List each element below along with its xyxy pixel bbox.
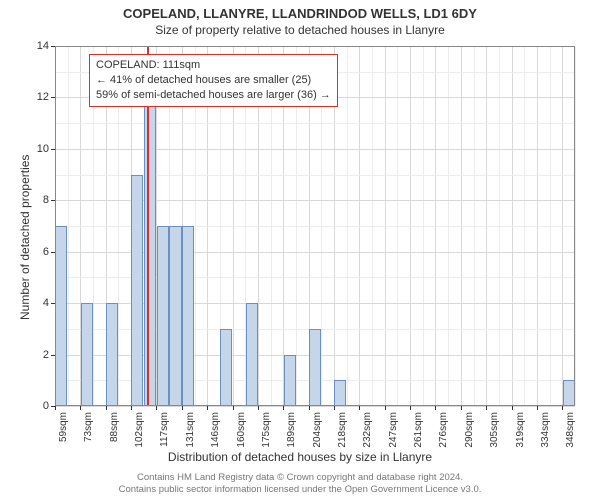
x-tick-label: 334sqm: [540, 412, 551, 448]
bar: [246, 303, 258, 406]
x-tick-label: 261sqm: [413, 412, 424, 448]
x-tick-label: 73sqm: [83, 412, 94, 442]
x-tick-mark: [55, 406, 56, 410]
x-tick-label: 146sqm: [210, 412, 221, 448]
x-tick-mark: [233, 406, 234, 410]
x-tick-mark: [537, 406, 538, 410]
grid-hline: [55, 406, 575, 407]
bar: [182, 226, 194, 406]
x-tick-label: 305sqm: [489, 412, 500, 448]
x-tick-mark: [359, 406, 360, 410]
x-tick-label: 59sqm: [58, 412, 69, 442]
bar: [144, 97, 156, 406]
info-line-3: 59% of semi-detached houses are larger (…: [96, 88, 331, 103]
x-tick-label: 160sqm: [236, 412, 247, 448]
x-tick-label: 88sqm: [109, 412, 120, 442]
bar: [220, 329, 232, 406]
bar: [334, 380, 346, 406]
x-tick-mark: [512, 406, 513, 410]
y-tick-mark: [51, 200, 55, 201]
bar: [309, 329, 321, 406]
x-tick-mark: [283, 406, 284, 410]
x-tick-mark: [131, 406, 132, 410]
x-tick-mark: [106, 406, 107, 410]
x-tick-label: 131sqm: [185, 412, 196, 448]
x-tick-mark: [410, 406, 411, 410]
x-tick-mark: [207, 406, 208, 410]
info-line-1: COPELAND: 111sqm: [96, 58, 331, 73]
x-tick-label: 319sqm: [515, 412, 526, 448]
x-tick-label: 276sqm: [438, 412, 449, 448]
info-line-2: ← 41% of detached houses are smaller (25…: [96, 73, 331, 88]
x-tick-mark: [385, 406, 386, 410]
y-tick-mark: [51, 303, 55, 304]
x-tick-label: 232sqm: [362, 412, 373, 448]
y-tick-mark: [51, 149, 55, 150]
x-tick-mark: [182, 406, 183, 410]
x-tick-mark: [156, 406, 157, 410]
info-box: COPELAND: 111sqm ← 41% of detached house…: [89, 54, 338, 107]
x-tick-label: 290sqm: [464, 412, 475, 448]
x-tick-label: 102sqm: [134, 412, 145, 448]
x-tick-label: 247sqm: [388, 412, 399, 448]
x-tick-mark: [334, 406, 335, 410]
bar: [284, 355, 296, 406]
bar: [55, 226, 67, 406]
bar: [131, 175, 143, 406]
footer: Contains HM Land Registry data © Crown c…: [0, 472, 600, 496]
footer-line-2: Contains public sector information licen…: [0, 484, 600, 496]
x-tick-mark: [80, 406, 81, 410]
x-tick-label: 348sqm: [565, 412, 576, 448]
grid-vline: [575, 46, 576, 406]
plot-area: 02468101214 59sqm73sqm88sqm102sqm117sqm1…: [55, 46, 575, 406]
x-tick-mark: [435, 406, 436, 410]
y-axis-label: Number of detached properties: [18, 155, 32, 320]
footer-line-1: Contains HM Land Registry data © Crown c…: [0, 472, 600, 484]
chart-title-main: COPELAND, LLANYRE, LLANDRINDOD WELLS, LD…: [0, 0, 600, 21]
y-tick-mark: [51, 252, 55, 253]
bar: [106, 303, 118, 406]
chart-title-sub: Size of property relative to detached ho…: [0, 21, 600, 37]
x-tick-label: 189sqm: [286, 412, 297, 448]
y-tick-mark: [51, 46, 55, 47]
x-tick-mark: [309, 406, 310, 410]
bar: [157, 226, 169, 406]
y-tick-mark: [51, 97, 55, 98]
x-tick-label: 175sqm: [261, 412, 272, 448]
x-tick-mark: [258, 406, 259, 410]
x-tick-mark: [461, 406, 462, 410]
bar: [81, 303, 93, 406]
x-tick-mark: [562, 406, 563, 410]
x-tick-label: 218sqm: [337, 412, 348, 448]
x-tick-label: 117sqm: [159, 412, 170, 447]
bar: [169, 226, 181, 406]
x-axis-label: Distribution of detached houses by size …: [0, 450, 600, 464]
bar: [563, 380, 575, 406]
x-tick-mark: [486, 406, 487, 410]
y-tick-mark: [51, 355, 55, 356]
x-tick-label: 204sqm: [312, 412, 323, 448]
